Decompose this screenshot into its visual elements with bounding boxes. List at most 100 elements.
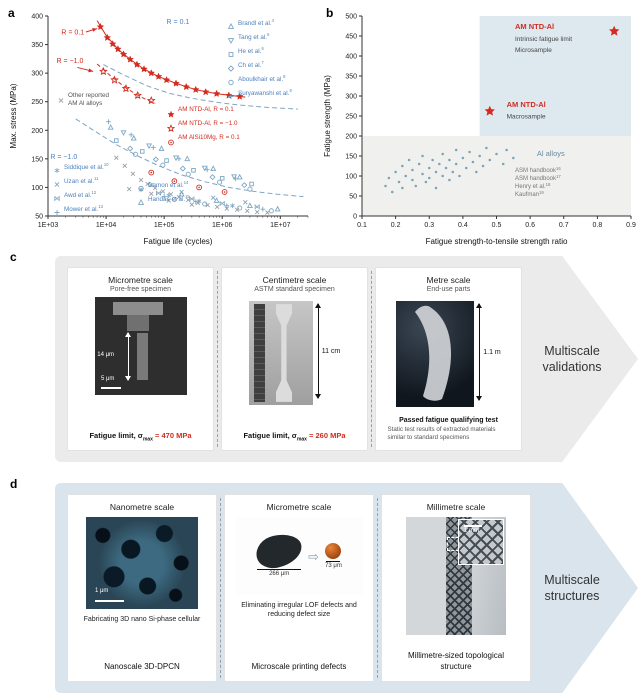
- right-arrow-icon: ⇨: [308, 548, 320, 564]
- micropillar-sem-image: 14 μm 5 μm: [94, 297, 187, 395]
- svg-text:300: 300: [345, 94, 357, 101]
- legend-item: Mower et al.13: [48, 204, 134, 217]
- svg-text:Kaufman19: Kaufman19: [515, 190, 544, 198]
- legend-item: Awd et al.12: [48, 190, 134, 203]
- svg-text:Henry et al.18: Henry et al.18: [515, 182, 551, 190]
- svg-text:350: 350: [31, 42, 43, 49]
- svg-text:1E+07: 1E+07: [270, 222, 291, 229]
- defects-footer: Microscale printing defects: [251, 661, 347, 671]
- caption-prefix: Fatigue limit, σ: [89, 430, 143, 440]
- svg-text:50: 50: [35, 214, 43, 221]
- legend-item: AM AlSi10Mg, R = 0.1: [162, 134, 294, 147]
- panel-c-letter: c: [10, 250, 17, 264]
- card-micrometre-defects: Micrometre scale 266 μm ⇨ 73 μm Eliminat…: [224, 494, 374, 682]
- svg-text:R = −1.0: R = −1.0: [50, 154, 77, 161]
- svg-text:100: 100: [31, 185, 43, 192]
- zoom-inset: 1 mm: [458, 519, 504, 565]
- card-metre-scale: Metre scale End-use parts 1.1 m Passed f…: [375, 267, 522, 451]
- divider: [377, 498, 378, 678]
- legend-label: Brandl et al.4: [238, 18, 274, 28]
- legend-item: Brandl et al.4: [222, 18, 312, 31]
- legend-label: Other reported AM Al alloys: [68, 92, 109, 108]
- panel-d-letter: d: [10, 477, 18, 491]
- legend-label: Uzan et al.11: [64, 176, 99, 186]
- legend-label: AM NTD-Al, R = −1.0: [178, 120, 238, 127]
- legend-item: Haridas et al.15: [132, 194, 216, 207]
- legend-item: AM NTD-Al, R = −1.0: [162, 120, 294, 133]
- svg-text:250: 250: [345, 114, 357, 121]
- svg-text:0.3: 0.3: [424, 222, 434, 229]
- caption-main: Passed fatigue qualifying test: [399, 416, 498, 424]
- height-dimension-label: 14 μm: [97, 351, 115, 358]
- legend-item: Siddique et al.10: [48, 162, 134, 175]
- legend-other-am-alloys: Other reported AM Al alloys: [52, 92, 118, 109]
- legend-ntd-al-series: AM NTD-Al, R = 0.1 AM NTD-Al, R = −1.0 AM …: [162, 106, 294, 148]
- svg-text:AM NTD-Al: AM NTD-Al: [515, 22, 554, 31]
- card-title: Centimetre scale: [262, 275, 327, 285]
- svg-text:1E+06: 1E+06: [212, 222, 233, 229]
- svg-text:ASM handbook17: ASM handbook17: [515, 174, 561, 182]
- legend-label: He et al.6: [238, 46, 264, 56]
- legend-label: Siddique et al.10: [64, 162, 109, 172]
- defect-size-label: 73 μm: [325, 563, 342, 570]
- legend-label: AM AlSi10Mg, R = 0.1: [178, 134, 240, 141]
- length-dimension-label: 1.1 m: [483, 348, 501, 356]
- dimension-arrow: [314, 303, 321, 399]
- scalebar: [326, 560, 341, 563]
- square-open-marker-icon: [228, 52, 234, 57]
- blade-shape: [415, 305, 452, 401]
- scalebar-label: 1 mm: [464, 528, 479, 534]
- defect-size-label: 266 μm: [269, 571, 290, 578]
- card-title: Millimetre scale: [426, 502, 486, 512]
- legend-label: Haridas et al.15: [148, 194, 190, 204]
- legend-item: AM NTD-Al, R = 0.1: [162, 106, 294, 119]
- caption-subscript: max: [142, 436, 153, 442]
- diamond-open-marker-icon: [227, 65, 235, 72]
- triangle-open-marker-icon: [137, 198, 145, 205]
- svg-text:0.1: 0.1: [357, 222, 367, 229]
- validation-cards: Micrometre scale Pore-free specimen 14 μ…: [67, 267, 522, 451]
- svg-text:0.2: 0.2: [391, 222, 401, 229]
- x-marker-icon: [54, 182, 60, 187]
- legend-item: Ch et al.7: [222, 60, 312, 73]
- legend-references-bottom: Siddique et al.10 Uzan et al.11 Awd et al.…: [48, 162, 134, 218]
- card-title: Metre scale: [426, 275, 471, 285]
- svg-text:0: 0: [353, 214, 357, 221]
- caption-note: Static test results of extracted materia…: [387, 425, 496, 441]
- star-open-marker-icon: [166, 124, 176, 133]
- svg-text:150: 150: [31, 156, 43, 163]
- caption-value: = 260 MPa: [306, 430, 346, 440]
- card-title: Micrometre scale: [108, 275, 173, 285]
- scalebar-label: 5 μm: [100, 376, 115, 383]
- defect-comparison-image: 266 μm ⇨ 73 μm: [235, 517, 363, 595]
- dogbone-specimen-shape: [275, 304, 293, 402]
- fatigue-limit-caption: Fatigue limit, σmax = 470 MPa: [89, 431, 191, 446]
- card-title: Nanometre scale: [109, 502, 175, 512]
- caption-subscript: max: [296, 436, 307, 442]
- svg-text:200: 200: [345, 134, 357, 141]
- caption-value: = 470 MPa: [152, 430, 192, 440]
- legend-item: Suryawanshi et al.9: [222, 88, 312, 101]
- svg-text:200: 200: [31, 128, 43, 135]
- part-image-row: 1.1 m: [396, 297, 501, 407]
- panel-b-letter: b: [326, 6, 334, 20]
- lof-defect-column: 266 μm: [253, 530, 305, 578]
- svg-text:250: 250: [31, 99, 43, 106]
- svg-text:AM NTD-Al: AM NTD-Al: [507, 100, 546, 109]
- fatigue-strength-ratio-chart: 0.1 0.2 0.3 0.4 0.5 0.6 0.7 0.8 0.9 0 50 100 150 200 2…: [323, 14, 636, 247]
- scalebar: [257, 568, 302, 571]
- length-dimension-label: 11 cm: [321, 347, 341, 355]
- svg-text:0.6: 0.6: [525, 222, 535, 229]
- multiscale-structures-label: Multiscale structures: [544, 572, 600, 603]
- defects-caption: Eliminating irregular LOF defects and re…: [241, 602, 357, 619]
- scalebar-label: 1 μm: [94, 588, 109, 595]
- dimension-arrow: [124, 332, 131, 382]
- svg-text:50: 50: [349, 194, 357, 201]
- astm-specimen-photo: [248, 301, 313, 405]
- panel-d-multiscale-structures-band: Nanometre scale 1 μm Fabricating 3D nano…: [55, 483, 638, 693]
- svg-text:0.5: 0.5: [492, 222, 502, 229]
- plus-marker-icon: [54, 209, 60, 216]
- legend-label: Ch et al.7: [238, 60, 264, 70]
- legend-label: Tang et al.5: [238, 32, 270, 42]
- triangle-open-marker-icon: [227, 22, 235, 29]
